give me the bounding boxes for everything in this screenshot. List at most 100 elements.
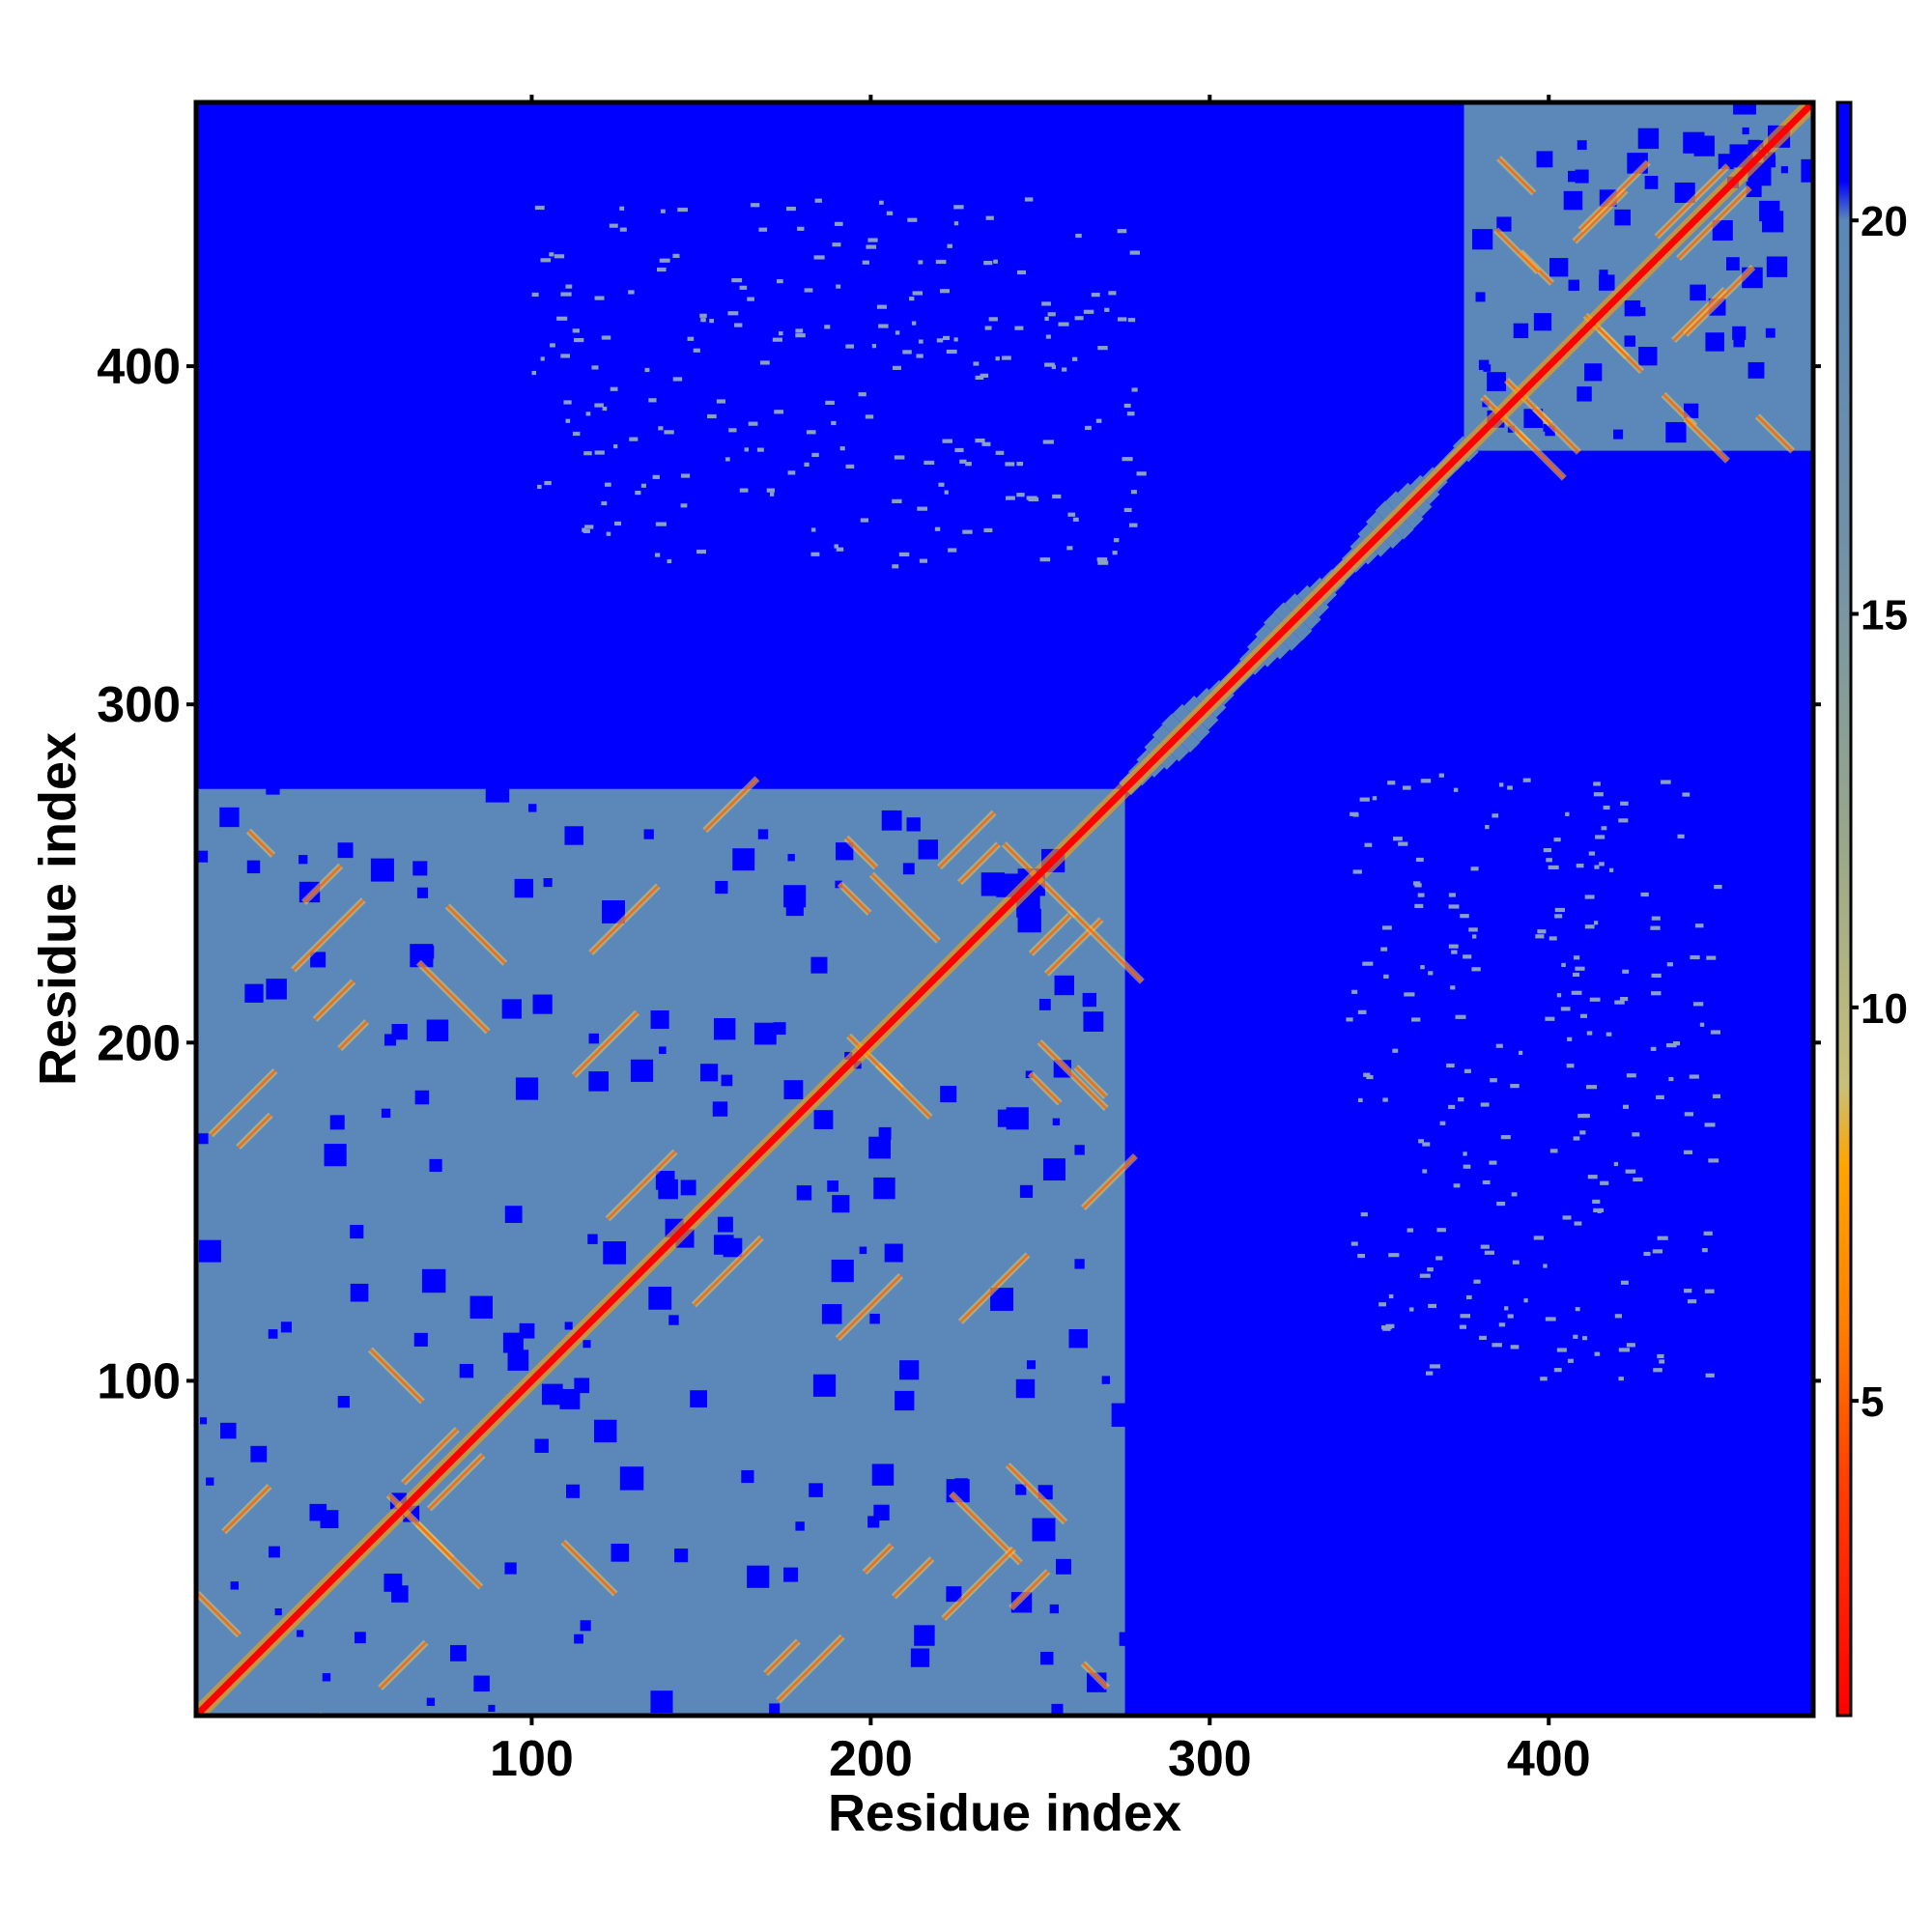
- long-range-contact: [1446, 1063, 1455, 1068]
- long-range-contact: [1651, 991, 1662, 996]
- heatmap-gap: [502, 1332, 524, 1353]
- long-range-contact: [1427, 1267, 1434, 1272]
- long-range-contact: [747, 297, 754, 301]
- long-range-contact: [540, 258, 552, 263]
- long-range-contact: [1126, 412, 1135, 416]
- long-range-contact: [700, 318, 706, 323]
- contact-streak-core: [777, 1635, 844, 1702]
- heatmap-gap: [219, 807, 240, 828]
- long-range-contact: [1614, 1000, 1625, 1005]
- long-range-contact: [1415, 857, 1424, 863]
- heatmap-gap: [1705, 332, 1724, 352]
- long-range-contact: [988, 317, 998, 322]
- long-range-contact: [1622, 969, 1630, 974]
- long-range-contact: [1601, 826, 1607, 831]
- long-range-contact: [1058, 322, 1069, 327]
- heatmap-gap: [1052, 1118, 1061, 1125]
- heatmap-gap: [250, 1445, 268, 1463]
- heatmap-gap: [769, 1703, 781, 1715]
- heatmap-gap: [1111, 1403, 1136, 1427]
- heatmap-gap: [906, 817, 921, 832]
- long-range-contact: [1113, 537, 1120, 543]
- long-range-contact: [865, 414, 874, 419]
- long-range-contact: [1512, 1260, 1520, 1264]
- long-range-contact: [1620, 801, 1629, 806]
- heatmap-gap: [515, 1077, 539, 1100]
- long-range-contact: [1380, 947, 1388, 952]
- heatmap-gap: [1015, 1378, 1036, 1399]
- long-range-contact: [696, 549, 707, 554]
- long-range-contact: [1614, 1314, 1622, 1319]
- long-range-contact: [953, 221, 959, 226]
- long-range-contact: [787, 470, 796, 475]
- heatmap-gap: [206, 1477, 214, 1486]
- long-range-contact: [795, 333, 806, 338]
- long-range-contact: [635, 491, 641, 496]
- long-range-contact: [560, 292, 572, 297]
- long-range-contact: [1622, 1104, 1630, 1109]
- long-range-contact: [909, 297, 915, 301]
- long-range-contact: [1472, 934, 1477, 939]
- heatmap-gap: [1475, 292, 1486, 302]
- contact-streak-core: [1068, 908, 1144, 983]
- long-range-contact: [919, 558, 928, 563]
- long-range-contact: [1450, 985, 1456, 990]
- long-range-contact: [739, 285, 748, 290]
- long-range-contact: [1044, 362, 1055, 367]
- long-range-contact: [1545, 1016, 1555, 1021]
- heatmap-gap: [1568, 170, 1579, 183]
- heatmap-gap: [835, 880, 843, 889]
- contact-streak-core: [876, 1064, 931, 1119]
- heatmap-gap: [1712, 219, 1733, 242]
- heatmap-gap: [588, 1033, 600, 1044]
- long-range-contact: [1510, 1084, 1520, 1089]
- heatmap-gap: [1496, 216, 1512, 232]
- heatmap-gap: [381, 1108, 391, 1119]
- heatmap-gap: [1747, 361, 1765, 379]
- contact-streak-core: [837, 1274, 902, 1340]
- long-range-contact: [1626, 1073, 1636, 1078]
- long-range-contact: [540, 356, 545, 361]
- long-range-contact: [1500, 1135, 1511, 1140]
- long-range-contact: [1422, 1142, 1431, 1147]
- heatmap-gap: [1082, 992, 1097, 1008]
- heatmap-gap: [796, 1185, 812, 1201]
- long-range-contact: [1366, 1074, 1374, 1080]
- heatmap-gap: [1074, 1145, 1085, 1155]
- heatmap-gap: [717, 1216, 733, 1233]
- heatmap-gap: [198, 1239, 221, 1263]
- long-range-contact: [1465, 1294, 1472, 1300]
- long-range-contact: [734, 323, 743, 327]
- long-range-contact: [1576, 864, 1584, 868]
- long-range-contact: [1460, 1314, 1471, 1319]
- long-range-contact: [1074, 316, 1084, 321]
- heatmap-gap: [871, 1463, 895, 1486]
- heatmap-gap: [813, 1110, 834, 1129]
- contact-streak-core: [893, 1557, 933, 1599]
- long-range-contact: [1016, 270, 1027, 275]
- long-range-contact: [1522, 778, 1531, 782]
- contact-streak-core: [845, 837, 877, 868]
- heatmap-gap: [519, 1322, 535, 1339]
- heatmap-gap: [747, 1565, 770, 1588]
- long-range-contact: [1387, 781, 1396, 785]
- long-range-contact: [1507, 1314, 1514, 1319]
- long-range-contact: [1044, 316, 1049, 322]
- heatmap-gap: [611, 1544, 630, 1562]
- heatmap-gap: [1624, 335, 1635, 347]
- heatmap-gap: [350, 1225, 364, 1239]
- long-range-contact: [836, 284, 841, 289]
- long-range-contact: [895, 330, 900, 335]
- long-range-contact: [916, 354, 923, 358]
- long-range-contact: [917, 506, 928, 511]
- long-range-contact: [1657, 1236, 1668, 1240]
- long-range-contact: [1419, 1273, 1431, 1278]
- heatmap-gap: [1613, 429, 1624, 440]
- long-range-contact: [776, 279, 783, 284]
- long-range-contact: [1402, 785, 1411, 790]
- heatmap-gap: [773, 1022, 786, 1036]
- contact-streak-core: [302, 865, 342, 904]
- long-range-contact: [716, 399, 726, 404]
- long-range-contact: [1603, 805, 1610, 810]
- long-range-contact: [1471, 967, 1481, 972]
